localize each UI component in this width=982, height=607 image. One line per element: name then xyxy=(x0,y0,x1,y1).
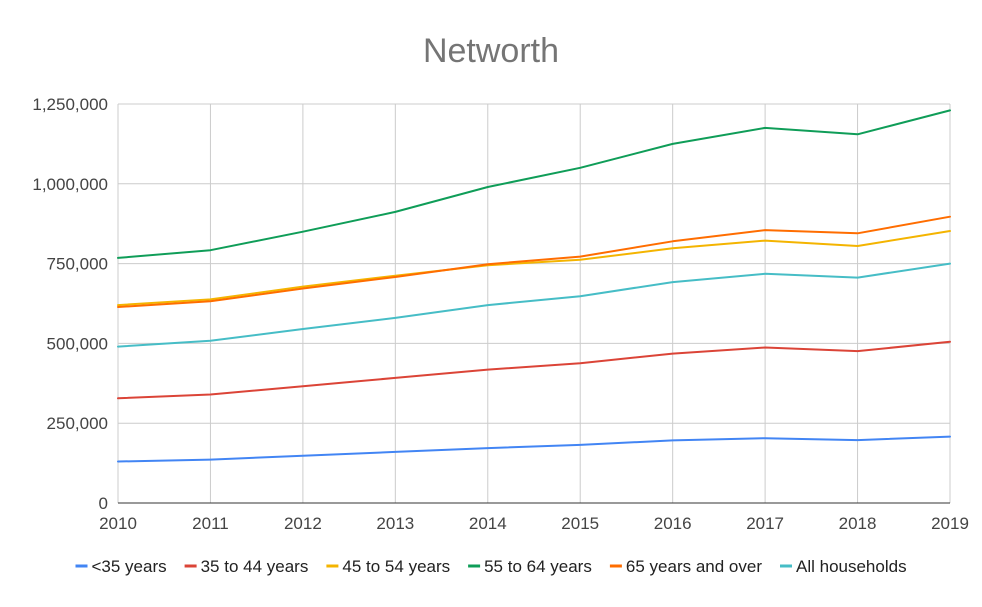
legend-item[interactable]: 35 to 44 years xyxy=(184,557,309,576)
legend-item[interactable]: 65 years and over xyxy=(609,557,762,576)
gridlines xyxy=(117,103,951,503)
series-lines xyxy=(117,109,951,463)
legend-label: <35 years xyxy=(92,557,167,576)
legend-label: 35 to 44 years xyxy=(201,557,309,576)
legend-item[interactable]: 55 to 64 years xyxy=(468,557,592,576)
y-tick-label: 750,000 xyxy=(47,255,108,274)
y-tick-label: 0 xyxy=(99,494,108,513)
series-line xyxy=(117,109,951,259)
legend: <35 years 35 to 44 years 45 to 54 years 55 … xyxy=(75,557,907,576)
x-tick-label: 2016 xyxy=(654,514,692,533)
x-tick-label: 2017 xyxy=(746,514,784,533)
legend-item[interactable]: <35 years xyxy=(75,557,167,576)
chart-title: Networth xyxy=(423,32,559,70)
series-line xyxy=(117,340,951,400)
x-tick-label: 2019 xyxy=(931,514,969,533)
x-tick-label: 2013 xyxy=(376,514,414,533)
legend-label: 45 to 54 years xyxy=(342,557,450,576)
x-tick-label: 2011 xyxy=(192,514,229,533)
axes: 0 250,000 500,000 750,000 1,000,000 1,250,000… xyxy=(32,95,969,533)
y-tick-label: 500,000 xyxy=(47,334,108,353)
series-line xyxy=(117,435,951,463)
legend-label: All households xyxy=(796,557,907,576)
x-tick-label: 2018 xyxy=(839,514,877,533)
series-line xyxy=(117,262,951,348)
legend-label: 65 years and over xyxy=(626,557,762,576)
y-tick-label: 1,250,000 xyxy=(32,95,108,114)
series-line xyxy=(117,215,951,308)
x-tick-label: 2010 xyxy=(99,514,137,533)
x-tick-label: 2012 xyxy=(284,514,322,533)
legend-item[interactable]: 45 to 54 years xyxy=(326,557,450,576)
legend-item[interactable]: All households xyxy=(780,557,907,576)
series-line xyxy=(117,230,951,307)
y-tick-label: 250,000 xyxy=(47,414,108,433)
x-tick-label: 2014 xyxy=(469,514,507,533)
y-tick-label: 1,000,000 xyxy=(32,175,108,194)
legend-label: 55 to 64 years xyxy=(484,557,592,576)
x-tick-label: 2015 xyxy=(561,514,599,533)
